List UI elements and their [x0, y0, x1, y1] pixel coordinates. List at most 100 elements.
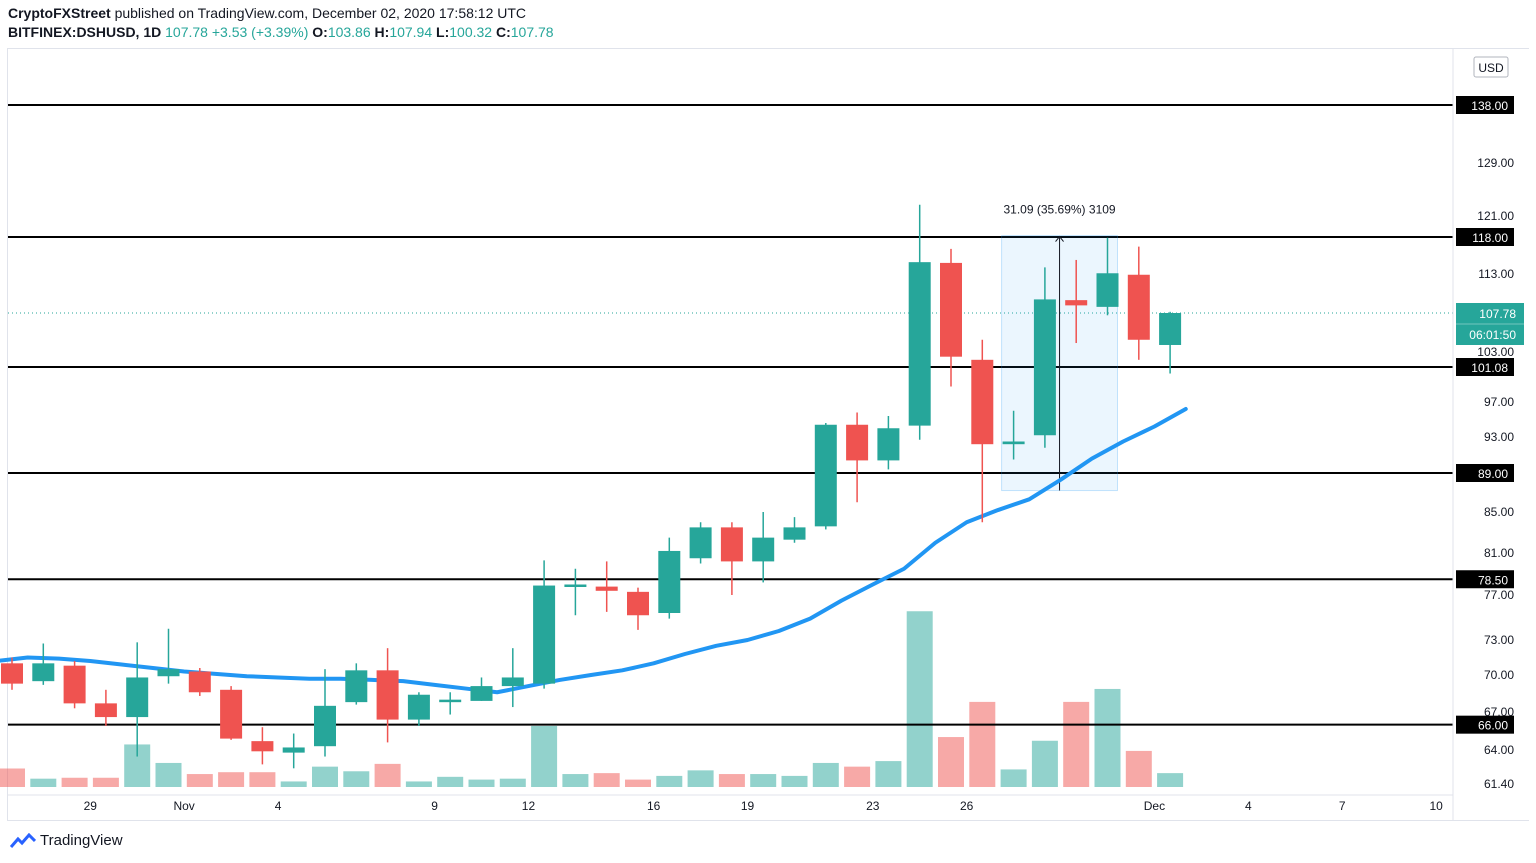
price-tick-label: 97.00 — [1484, 395, 1514, 409]
candle-body — [94, 703, 117, 718]
volume-bar — [92, 777, 119, 787]
low-label: L: — [436, 24, 450, 40]
volume-bar — [468, 779, 495, 787]
time-tick-label: 12 — [522, 799, 536, 813]
price-axis: 61.40 64.00 67.00 70.00 73.00 77.00 81.00 85.00… — [1452, 49, 1529, 821]
time-tick-label: 23 — [866, 799, 880, 813]
time-tick-label: Dec — [1144, 799, 1165, 813]
candle-body — [1, 663, 23, 684]
candle-body — [533, 585, 556, 684]
candle — [627, 587, 649, 630]
candle-body — [595, 586, 618, 591]
candle — [533, 560, 556, 689]
candle-body — [32, 663, 55, 682]
candle — [971, 339, 994, 523]
candle-body — [1033, 299, 1056, 436]
candle-body — [720, 527, 743, 562]
candle — [314, 669, 336, 757]
candle — [1159, 311, 1182, 374]
volume-bar — [938, 737, 964, 787]
volume-bar — [718, 774, 745, 787]
candle-body — [814, 424, 837, 527]
candle — [752, 512, 775, 583]
candle — [345, 663, 368, 705]
price-tick-label: 129.00 — [1477, 156, 1514, 170]
volume-bar — [0, 768, 25, 787]
price-change: +3.53 (+3.39%) — [211, 24, 309, 40]
hline-label-bg — [1456, 228, 1514, 246]
candle-body — [1159, 313, 1182, 345]
candle-body — [564, 584, 587, 587]
candles-layer — [1, 204, 1182, 769]
volume-bar — [437, 776, 464, 787]
volume-bar — [1031, 740, 1058, 787]
hline-label-bg — [1456, 358, 1514, 376]
candle — [282, 733, 305, 769]
candle-body — [470, 686, 493, 701]
volume-bar — [405, 781, 432, 787]
candle — [908, 204, 931, 440]
high-label: H: — [374, 24, 390, 40]
candle — [595, 561, 618, 612]
candle-body — [783, 527, 806, 540]
hline-price-label: 118.00 — [1456, 228, 1514, 246]
countdown-timer: 06:01:50 — [1469, 328, 1516, 342]
hline-label-bg — [1456, 715, 1514, 734]
price-axis-bg — [1453, 49, 1529, 820]
price-tick-label: 121.00 — [1477, 209, 1514, 223]
time-tick-label: 29 — [84, 799, 98, 813]
volume-layer — [0, 611, 1184, 787]
symbol-name: BITFINEX:DSHUSD, 1D — [8, 24, 162, 40]
price-tick-label: 77.00 — [1484, 588, 1514, 602]
volume-bar — [218, 772, 245, 787]
candle-body — [1127, 274, 1150, 340]
hline-label-bg — [1456, 96, 1514, 114]
volume-bar — [781, 775, 808, 787]
last-price-value: 107.78 — [165, 24, 208, 40]
candle — [1127, 246, 1150, 360]
open-value: 103.86 — [327, 24, 371, 40]
price-tick-label: 103.00 — [1477, 345, 1514, 359]
last-price-bg — [1456, 303, 1524, 345]
publisher-name: CryptoFXStreet — [8, 5, 111, 21]
candle — [1065, 259, 1088, 344]
symbol-line: BITFINEX:DSHUSD, 1D 107.78 +3.53 (+3.39%… — [8, 24, 554, 40]
hline-price-label: 89.00 — [1456, 464, 1514, 482]
time-tick-label: 16 — [647, 799, 661, 813]
candle-body — [1065, 300, 1088, 306]
horizontal-lines-layer — [8, 104, 1453, 726]
candle-body — [846, 424, 869, 461]
candle — [1, 657, 23, 690]
candle — [439, 692, 462, 715]
candle-body — [376, 670, 399, 720]
volume-bar — [625, 779, 651, 787]
candle — [846, 412, 869, 503]
candle-body — [1096, 273, 1119, 307]
measure-layer: 31.09 (35.69%) 3109 — [1001, 203, 1118, 492]
tradingview-logo[interactable]: TradingView — [10, 832, 123, 849]
high-value: 107.94 — [389, 24, 433, 40]
candle — [407, 692, 430, 726]
currency-text: USD — [1478, 61, 1504, 75]
volume-bar — [343, 771, 370, 787]
volume-bar — [656, 775, 683, 787]
volume-bar — [1094, 688, 1121, 787]
volume-bar — [906, 611, 933, 787]
volume-bar — [562, 774, 589, 787]
time-tick-label: 7 — [1339, 799, 1346, 813]
candle — [126, 642, 149, 757]
candle — [814, 423, 837, 530]
hline-label-text: 118.00 — [1472, 231, 1508, 245]
candle-body — [345, 670, 368, 703]
tradingview-icon — [10, 832, 36, 848]
candle — [689, 522, 712, 564]
time-tick-label: 4 — [275, 799, 282, 813]
time-axis: 29 Nov 4 9 12 16 19 23 26 Dec 4 7 10 — [8, 794, 1453, 813]
last-price-text: 107.78 — [1479, 307, 1516, 321]
measure-arrow-head — [1055, 235, 1064, 242]
time-tick-label: 19 — [741, 799, 755, 813]
price-tick-label: 113.00 — [1478, 267, 1514, 281]
volume-bar — [1125, 750, 1152, 787]
candle — [877, 416, 900, 470]
